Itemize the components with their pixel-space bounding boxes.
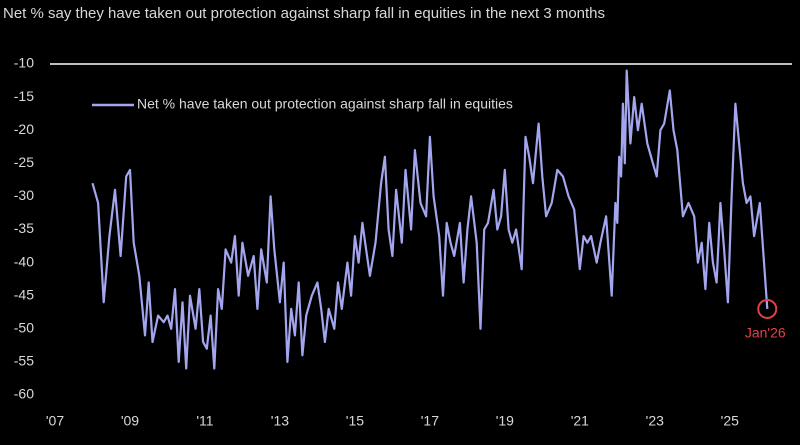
y-tick-label: -55	[14, 353, 34, 369]
y-tick-label: -50	[14, 320, 34, 336]
x-tick-label: '21	[571, 413, 589, 429]
x-tick-label: '15	[346, 413, 364, 429]
y-tick-label: -40	[14, 253, 34, 269]
x-tick-label: '19	[496, 413, 514, 429]
y-tick-label: -15	[14, 88, 34, 104]
x-tick-label: '13	[271, 413, 289, 429]
legend-label: Net % have taken out protection against …	[137, 96, 513, 112]
x-tick-label: '17	[421, 413, 439, 429]
y-tick-label: -20	[14, 121, 34, 137]
x-tick-label: '11	[196, 413, 213, 429]
y-tick-label: -25	[14, 154, 34, 170]
y-tick-label: -10	[14, 55, 34, 71]
x-tick-label: '09	[121, 413, 139, 429]
data-line	[91, 69, 769, 370]
x-tick-label: '23	[646, 413, 664, 429]
highlight-ring	[757, 298, 778, 319]
annotation: Jan'26	[745, 325, 786, 341]
chart-title: Net % say they have taken out protection…	[3, 5, 605, 22]
y-tick-label: -60	[14, 386, 34, 402]
y-tick-label: -35	[14, 220, 34, 236]
x-tick-label: '25	[721, 413, 739, 429]
y-tick-label: -30	[14, 187, 34, 203]
x-tick-label: '07	[46, 413, 64, 429]
y-tick-label: -45	[14, 286, 34, 302]
